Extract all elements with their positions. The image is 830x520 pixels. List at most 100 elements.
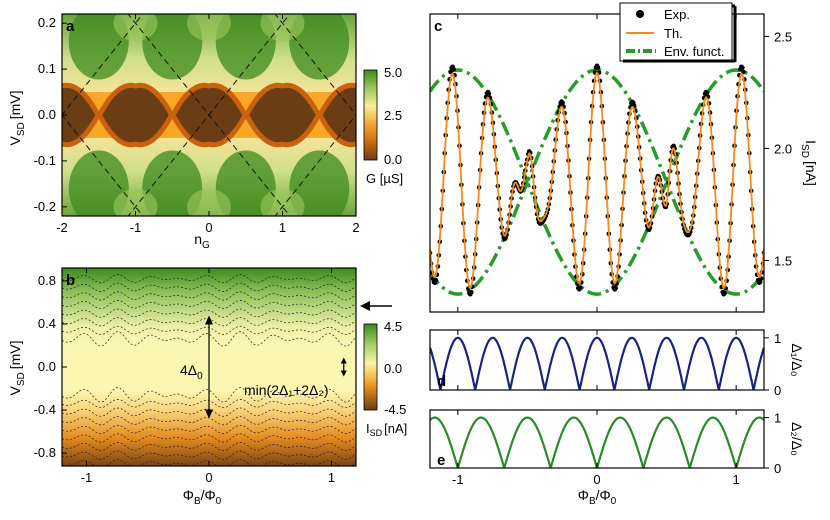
panel-a-colorbar-tick: 0.0 bbox=[384, 152, 402, 167]
exp-point bbox=[740, 65, 745, 70]
series-exp bbox=[430, 63, 764, 297]
annotation-min-gap: min(2Δ₁+2Δ₂) bbox=[244, 382, 329, 398]
exp-point bbox=[451, 67, 456, 72]
panel-b-colorbar-tick: -4.5 bbox=[384, 402, 406, 417]
panel-a-ytick-label: 0.2 bbox=[38, 15, 56, 30]
conductance-blob bbox=[113, 188, 158, 216]
panel-c-ytick-label: 1.5 bbox=[774, 253, 792, 268]
panel-c-ylabel: ISD[nA] bbox=[799, 140, 819, 186]
conductance-blob bbox=[142, 14, 203, 80]
conductance-blob bbox=[260, 14, 305, 42]
conductance-blob bbox=[289, 14, 350, 80]
contour-line bbox=[62, 331, 356, 347]
legend-exp-marker bbox=[636, 10, 644, 18]
panel-b-ytick-label: -0.8 bbox=[34, 445, 56, 460]
exp-point bbox=[469, 289, 474, 295]
legend-th-label: Th. bbox=[664, 26, 683, 41]
panel-b-ylabel: VSD[mV] bbox=[7, 340, 27, 395]
panel-d-label: d bbox=[437, 373, 446, 390]
panel-b-ytick-label: -0.4 bbox=[34, 402, 56, 417]
panel-b-colorbar-tick: 0.0 bbox=[384, 361, 402, 376]
contour-line bbox=[62, 433, 356, 443]
theory-line bbox=[430, 71, 764, 290]
panel-b-xtick-label: 1 bbox=[328, 470, 335, 485]
series-delta1 bbox=[430, 336, 764, 390]
panel-a-xtick-label: -2 bbox=[56, 220, 68, 235]
conductance-blob bbox=[68, 150, 129, 216]
panel-b: -1 0 1 0.8 0.4 0.0 -0.4 -0.8 b 4Δ0 min(2Δ₁+2Δ₂)… bbox=[7, 267, 407, 507]
panel-e-xtick-label: 0 bbox=[593, 472, 600, 487]
exp-point bbox=[741, 69, 746, 75]
panel-a-ytick-label: 0.0 bbox=[38, 107, 56, 122]
legend-env-label: Env. funct. bbox=[664, 44, 724, 59]
contour-line bbox=[62, 291, 356, 301]
contour-line bbox=[62, 387, 356, 403]
panel-a-label: a bbox=[66, 18, 75, 35]
panel-d: 10 d Δ₁/Δ₀ bbox=[429, 329, 805, 398]
contour-line bbox=[62, 442, 356, 452]
panel-c-ytick-label: 2.5 bbox=[774, 29, 792, 44]
conductance-blob bbox=[142, 150, 203, 216]
panel-d-line bbox=[430, 336, 764, 390]
panel-a-ytick-label: -0.1 bbox=[34, 153, 56, 168]
exp-point bbox=[595, 65, 601, 70]
panel-d-axes: 10 bbox=[457, 330, 781, 398]
exp-point bbox=[613, 285, 618, 291]
dashed-line bbox=[62, 14, 144, 116]
coulomb-diamond bbox=[317, 82, 356, 148]
panel-e-label: e bbox=[437, 452, 445, 469]
contour-line bbox=[62, 308, 356, 318]
exp-point bbox=[560, 100, 565, 106]
exp-point bbox=[578, 285, 583, 290]
panel-a-ytick-label: -0.2 bbox=[34, 199, 56, 214]
exp-point bbox=[757, 279, 763, 285]
panel-d-ytick-label: 0 bbox=[774, 383, 781, 398]
panel-a-xtick-label: 0 bbox=[205, 220, 212, 235]
panel-a-colorbar bbox=[363, 69, 378, 161]
panel-e-xtick-label: 1 bbox=[733, 472, 740, 487]
panel-b-label: b bbox=[66, 272, 75, 289]
panel-e-line bbox=[430, 416, 764, 468]
series-th bbox=[430, 71, 764, 290]
series-delta2 bbox=[430, 416, 764, 468]
conductance-blob bbox=[187, 188, 231, 216]
panel-e-ytick-label: 0 bbox=[774, 461, 781, 476]
panel-a: -2 -1 0 1 2 0.2 0.1 0.0 -0.1 -0.2 a nG VSD[mV] 5.… bbox=[7, 13, 403, 251]
contour-line bbox=[62, 274, 356, 284]
panel-a-colorbar-tick: 2.5 bbox=[384, 108, 402, 123]
panel-b-colorbar-tick: 4.5 bbox=[384, 319, 402, 334]
panel-d-ytick-label: 1 bbox=[774, 331, 781, 346]
legend-exp-label: Exp. bbox=[664, 7, 690, 22]
panel-b-axes: -1 0 1 0.8 0.4 0.0 -0.4 -0.8 bbox=[34, 268, 335, 485]
panel-b-ytick-label: 0.4 bbox=[38, 316, 56, 331]
panel-a-colorbar-label: G [µS] bbox=[366, 171, 403, 186]
panel-a-axes: -2 -1 0 1 2 0.2 0.1 0.0 -0.1 -0.2 bbox=[34, 14, 360, 235]
panel-a-ytick-label: 0.1 bbox=[38, 61, 56, 76]
panel-a-dashed-lines bbox=[62, 14, 356, 216]
arrow-marker-icon bbox=[360, 301, 392, 311]
arrow-head-icon bbox=[205, 409, 213, 419]
panel-a-conductance-map bbox=[68, 14, 350, 216]
panel-b-xtick-label: -1 bbox=[81, 470, 93, 485]
conductance-blob bbox=[215, 150, 276, 216]
panel-b-annotations bbox=[205, 315, 347, 419]
panel-b-ytick-label: 0.8 bbox=[38, 273, 56, 288]
panel-d-ylabel: Δ₁/Δ₀ bbox=[789, 343, 805, 376]
dashed-line bbox=[127, 14, 291, 216]
panel-b-xlabel: ΦB/Φ0 bbox=[183, 487, 222, 507]
conductance-blob bbox=[260, 188, 305, 216]
conductance-blob bbox=[113, 14, 158, 42]
panel-e-ytick-label: 1 bbox=[774, 411, 781, 426]
conductance-blob bbox=[215, 14, 276, 80]
dashed-line bbox=[62, 114, 144, 216]
envelope-lower bbox=[430, 180, 764, 296]
panel-c-label: c bbox=[434, 18, 442, 35]
arrow-head-icon bbox=[340, 370, 347, 377]
exp-point bbox=[433, 277, 439, 283]
panel-a-xlabel: nG bbox=[194, 231, 210, 251]
contour-line bbox=[62, 424, 356, 434]
exp-point bbox=[722, 290, 727, 296]
contour-line bbox=[62, 450, 356, 460]
arrow-head-icon bbox=[205, 315, 213, 325]
panel-e: -1 0 1 1 0 e Δ₂/Δ₀ ΦB/Φ0 bbox=[429, 409, 805, 507]
